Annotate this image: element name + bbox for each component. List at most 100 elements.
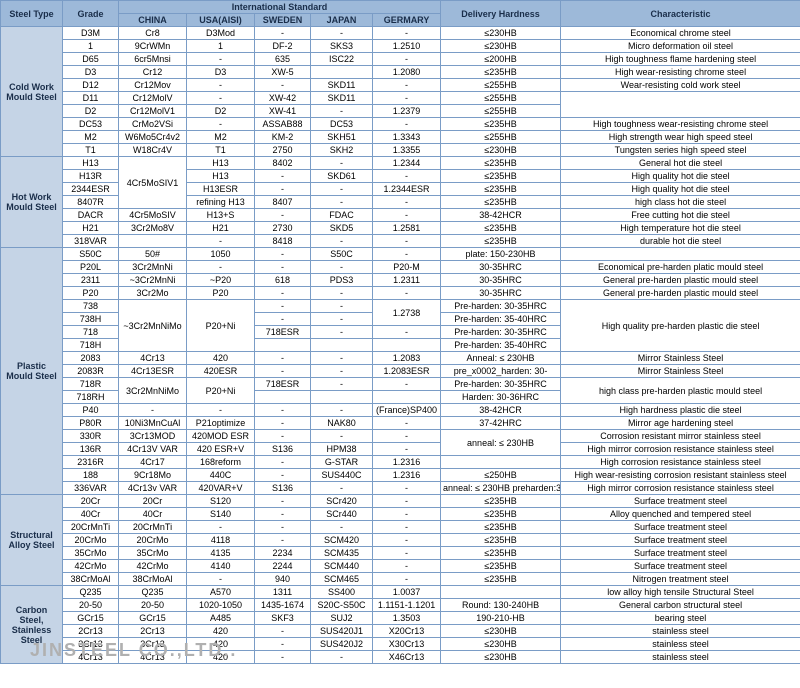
cell: XW-41	[255, 105, 311, 118]
cell: Micro deformation oil steel	[561, 40, 800, 53]
cell: -	[255, 287, 311, 300]
cell: H21	[63, 222, 119, 235]
cell: 20-50	[119, 599, 187, 612]
cell: 2311	[63, 274, 119, 287]
cell: T1	[187, 144, 255, 157]
cell: 3Cr2Mo8V	[119, 222, 187, 235]
cell: Pre-harden: 30-35HRC	[441, 326, 561, 339]
cell: High strength wear high speed steel	[561, 131, 800, 144]
cell: refining H13	[187, 196, 255, 209]
cell: Surface treatment steel	[561, 534, 800, 547]
cell: -	[255, 417, 311, 430]
cell: 2750	[255, 144, 311, 157]
cell: -	[373, 521, 441, 534]
cell: ≤235HB	[441, 521, 561, 534]
cell: -	[255, 430, 311, 443]
cell: -	[311, 157, 373, 170]
cell: 4Cr5MoSIV1	[119, 157, 187, 209]
cell: ≤230HB	[441, 40, 561, 53]
table-row: Carbon Steel, Stainless SteelQ235Q235A57…	[1, 586, 800, 599]
cell: Pre-harden: 35-40HRC	[441, 339, 561, 352]
cell: -	[255, 638, 311, 651]
table-row: 318VAR-8418--≤235HBdurable hot die steel	[1, 235, 800, 248]
table-row: M2W6Mo5Cr4v2M2KM-2SKH511.3343≤255HBHigh …	[1, 131, 800, 144]
cell: 1.2738	[373, 300, 441, 326]
cell: Free cutting hot die steel	[561, 209, 800, 222]
table-row: D656cr5Mnsi-635ISC22-≤200HBHigh toughnes…	[1, 53, 800, 66]
table-row: DACR4Cr5MoSIVH13+S-FDAC-38-42HCRFree cut…	[1, 209, 800, 222]
cell: -	[255, 495, 311, 508]
cell: ≤235HB	[441, 118, 561, 131]
cell: ≤235HB	[441, 183, 561, 196]
table-row: D11Cr12MolV-XW-42SKD11-≤255HB	[1, 92, 800, 105]
cell: 420MOD ESR	[187, 430, 255, 443]
cell: -	[373, 534, 441, 547]
cell: X46Cr13	[373, 651, 441, 664]
cell: 4Cr5MoSIV	[119, 209, 187, 222]
cell: 38-42HCR	[441, 404, 561, 417]
cell: -	[255, 404, 311, 417]
cell: -	[119, 404, 187, 417]
table-row: 19CrWMn1DF-2SKS31.2510≤230HBMicro deform…	[1, 40, 800, 53]
cell: Alloy quenched and tempered steel	[561, 508, 800, 521]
cell: -	[311, 287, 373, 300]
cell: DACR	[63, 209, 119, 222]
cell: P20+Ni	[187, 300, 255, 352]
table-row: P20L3Cr2MnNi---P20-M30-35HRCEconomical p…	[1, 261, 800, 274]
cell: 1.3355	[373, 144, 441, 157]
cell: Anneal: ≤ 230HB	[441, 352, 561, 365]
table-row: Cold Work Mould SteelD3MCr8D3Mod---≤230H…	[1, 27, 800, 40]
table-row: D3Cr12D3XW-51.2080≤235HBHigh wear-resist…	[1, 66, 800, 79]
cell: -	[373, 196, 441, 209]
cell: 3Cr2MnNiMo	[119, 378, 187, 404]
cell: P80R	[63, 417, 119, 430]
cell: D11	[63, 92, 119, 105]
table-row: 1889Cr18Mo440C-SUS440C1.2316≤250HBHigh w…	[1, 469, 800, 482]
cell: -	[373, 27, 441, 40]
cell: Structural Alloy Steel	[1, 495, 63, 586]
hdr-sweden: SWEDEN	[255, 14, 311, 27]
cell: 2344ESR	[63, 183, 119, 196]
cell: P20	[187, 287, 255, 300]
cell: Mirror age hardening steel	[561, 417, 800, 430]
cell: M2	[63, 131, 119, 144]
table-row: P40----(France)SP40038-42HCRHigh hardnes…	[1, 404, 800, 417]
cell: GCr15	[63, 612, 119, 625]
cell: ASSAB88	[255, 118, 311, 131]
cell: 738H	[63, 313, 119, 326]
cell: durable hot die steel	[561, 235, 800, 248]
cell: 6cr5Mnsi	[119, 53, 187, 66]
cell: 1.2581	[373, 222, 441, 235]
cell: -	[255, 170, 311, 183]
cell: G-STAR	[311, 456, 373, 469]
table-row: 330R3Cr13MOD420MOD ESR---anneal: ≤ 230HB…	[1, 430, 800, 443]
table-row: T1W18Cr4VT12750SKH21.3355≤230HBTungsten …	[1, 144, 800, 157]
cell: SUS440C	[311, 469, 373, 482]
cell: ≤255HB	[441, 92, 561, 105]
cell	[311, 339, 373, 352]
cell: D3M	[63, 27, 119, 40]
table-row: Plastic Mould SteelS50C50#1050-S50C-plat…	[1, 248, 800, 261]
cell: D65	[63, 53, 119, 66]
cell	[255, 339, 311, 352]
cell: high class hot die steel	[561, 196, 800, 209]
cell: S120	[187, 495, 255, 508]
cell: H13	[187, 170, 255, 183]
cell: D12	[63, 79, 119, 92]
table-row: 2Cr132Cr13420-SUS420J1X20Cr13≤230HBstain…	[1, 625, 800, 638]
cell: 420	[187, 638, 255, 651]
cell: A570	[187, 586, 255, 599]
cell: Cr8	[119, 27, 187, 40]
cell: 718ESR	[255, 326, 311, 339]
cell	[561, 92, 800, 118]
steel-table: Steel Type Grade International Standard …	[0, 0, 800, 664]
cell	[311, 391, 373, 404]
cell: 3Cr13	[63, 638, 119, 651]
cell: 30-35HRC	[441, 287, 561, 300]
cell: ≤255HB	[441, 131, 561, 144]
cell: W6Mo5Cr4v2	[119, 131, 187, 144]
cell: 20CrMo	[63, 534, 119, 547]
table-row: D12Cr12Mov--SKD11-≤255HBWear-resisting c…	[1, 79, 800, 92]
cell: ≤235HB	[441, 196, 561, 209]
cell: 1.2311	[373, 274, 441, 287]
